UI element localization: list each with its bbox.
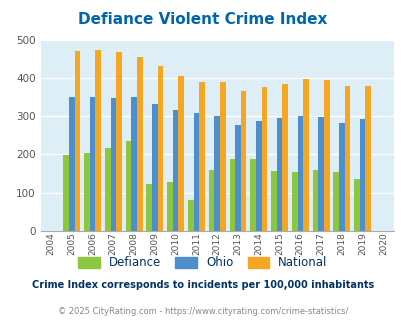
Bar — [271, 171, 276, 231]
Bar — [354, 179, 359, 231]
Bar — [276, 118, 281, 231]
Bar — [116, 52, 121, 231]
Bar — [63, 155, 69, 231]
Bar — [90, 97, 95, 231]
Bar — [110, 98, 116, 231]
Bar — [220, 82, 225, 231]
Text: © 2025 CityRating.com - https://www.cityrating.com/crime-statistics/: © 2025 CityRating.com - https://www.city… — [58, 307, 347, 316]
Bar — [69, 97, 75, 231]
Bar — [75, 51, 80, 231]
Bar — [312, 170, 318, 231]
Bar — [240, 90, 246, 231]
Bar — [136, 57, 142, 231]
Bar — [255, 121, 261, 231]
Bar — [229, 159, 234, 231]
Bar — [193, 113, 199, 231]
Bar — [303, 79, 308, 231]
Bar — [214, 116, 220, 231]
Bar — [318, 117, 323, 231]
Bar — [104, 148, 110, 231]
Bar — [167, 182, 173, 231]
Bar — [323, 80, 329, 231]
Bar — [234, 125, 240, 231]
Bar — [173, 111, 178, 231]
Bar — [250, 159, 255, 231]
Bar — [261, 87, 266, 231]
Bar — [152, 104, 157, 231]
Bar — [344, 85, 350, 231]
Text: Crime Index corresponds to incidents per 100,000 inhabitants: Crime Index corresponds to incidents per… — [32, 280, 373, 290]
Bar — [281, 84, 287, 231]
Legend: Defiance, Ohio, National: Defiance, Ohio, National — [73, 252, 332, 274]
Bar — [157, 66, 163, 231]
Bar — [188, 200, 193, 231]
Bar — [84, 152, 90, 231]
Bar — [359, 119, 364, 231]
Bar — [364, 86, 370, 231]
Bar — [178, 76, 183, 231]
Bar — [95, 50, 101, 231]
Bar — [297, 116, 303, 231]
Bar — [333, 173, 338, 231]
Bar — [146, 184, 152, 231]
Bar — [338, 123, 344, 231]
Bar — [199, 82, 205, 231]
Bar — [291, 172, 297, 231]
Bar — [126, 142, 131, 231]
Text: Defiance Violent Crime Index: Defiance Violent Crime Index — [78, 12, 327, 26]
Bar — [131, 97, 136, 231]
Bar — [208, 170, 214, 231]
